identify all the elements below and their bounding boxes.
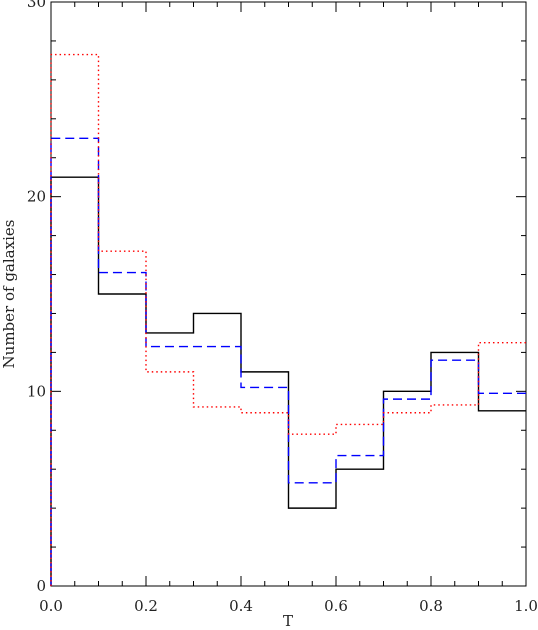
y-tick-label: 10 <box>27 382 46 400</box>
y-tick-label: 30 <box>27 0 46 11</box>
x-tick-label: 0.4 <box>229 597 253 615</box>
x-tick-label: 0.6 <box>324 597 348 615</box>
minor-ticks <box>51 2 526 586</box>
x-tick-label: 0.8 <box>419 597 443 615</box>
y-tick-label: 0 <box>36 577 46 595</box>
series-layer <box>50 53 526 586</box>
y-tick-label: 20 <box>27 188 46 206</box>
y-axis-title: Number of galaxies <box>0 220 18 369</box>
x-tick-label: 0.2 <box>134 597 158 615</box>
x-tick-label: 0.0 <box>39 597 63 615</box>
histogram-series-solid <box>50 176 526 586</box>
x-tick-labels: 0.0 0.2 0.4 0.6 0.8 1.0 <box>39 597 538 615</box>
x-axis-title: T <box>283 612 293 630</box>
histogram-series-dashed <box>50 137 526 586</box>
y-tick-labels: 0 10 20 30 <box>27 0 46 595</box>
x-tick-label: 1.0 <box>514 597 538 615</box>
